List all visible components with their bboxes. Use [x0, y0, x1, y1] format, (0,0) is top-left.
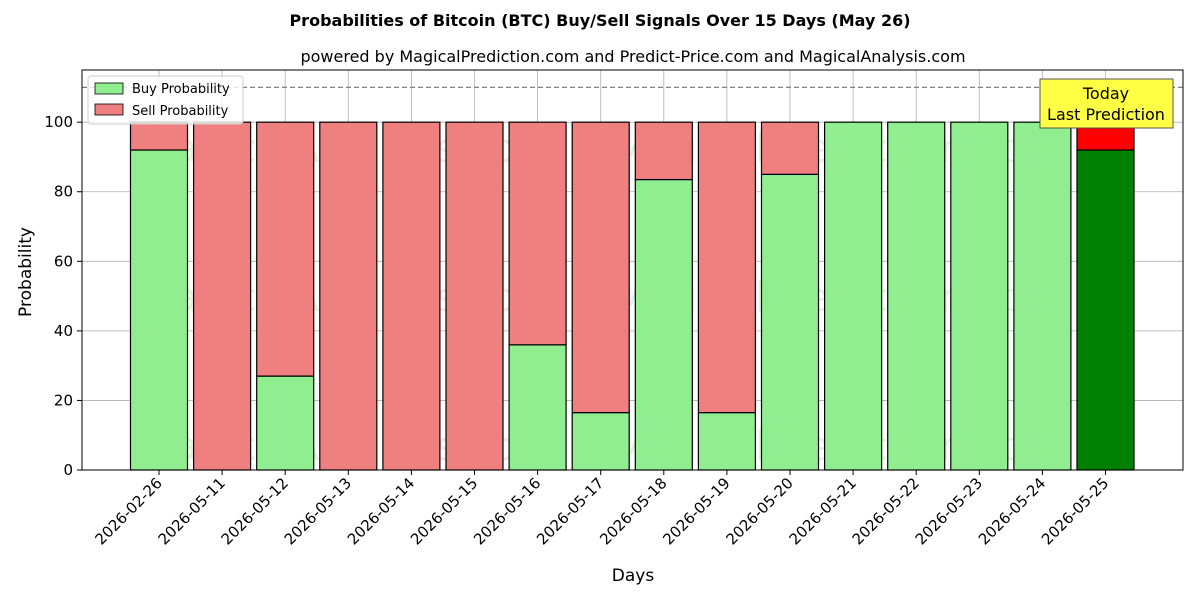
plot-frame [81, 69, 1184, 471]
x-tick-label: 2026-05-25 [1038, 474, 1112, 548]
x-axis-label: Days [612, 566, 655, 586]
bar-buy [508, 344, 567, 471]
bar-buy [1076, 149, 1135, 471]
bar-buy [887, 121, 946, 471]
today-annotation: Today Last Prediction [1039, 78, 1174, 129]
bar-sell [193, 121, 252, 471]
bar-sell [129, 121, 189, 151]
bar-buy [634, 178, 693, 471]
bar-buy [129, 149, 189, 471]
legend-box [87, 75, 244, 125]
x-tick-label: 2026-05-15 [407, 474, 481, 548]
annotation-box [1039, 78, 1174, 129]
bar-buy [950, 121, 1009, 471]
annotation-line-last-prediction: Last Prediction [1047, 105, 1165, 124]
x-tick-label: 2026-05-24 [975, 474, 1049, 548]
bars-layer [129, 121, 1135, 471]
bar-buy [256, 375, 315, 471]
x-tick-label: 2026-05-17 [533, 474, 607, 548]
y-tick-label: 80 [54, 183, 73, 201]
bar-sell [256, 121, 315, 377]
y-axis-label: Probability [16, 227, 36, 317]
x-tick-label: 2026-05-18 [596, 474, 670, 548]
bar-sell [382, 121, 441, 471]
x-tick-label: 2026-05-23 [912, 474, 986, 548]
legend-swatch-buy [94, 82, 124, 95]
x-tick-label: 2026-05-14 [344, 474, 418, 548]
annotation-line-today: Today [1082, 84, 1129, 103]
bar-sell [571, 121, 630, 414]
bar-sell [760, 121, 820, 175]
bar-sell [697, 121, 757, 414]
x-tick-label: 2026-05-12 [218, 474, 292, 548]
y-tick-label: 20 [54, 391, 73, 409]
bar-sell [319, 121, 378, 471]
chart-subtitle: powered by MagicalPrediction.com and Pre… [300, 47, 965, 66]
y-tick-label: 100 [44, 113, 73, 131]
bar-sell [634, 121, 693, 181]
x-tick-label: 2026-05-22 [849, 474, 923, 548]
legend-swatch-sell [94, 103, 124, 116]
bar-buy [823, 121, 883, 471]
bar-buy [571, 412, 630, 471]
bar-buy [697, 412, 757, 471]
legend-label-buy: Buy Probability [132, 82, 230, 97]
x-tick-label: 2026-05-13 [281, 474, 355, 548]
y-tick-label: 60 [54, 252, 73, 270]
y-tick-label: 0 [63, 461, 73, 479]
chart-title: Probabilities of Bitcoin (BTC) Buy/Sell … [289, 11, 910, 30]
x-tick-label: 2026-05-21 [786, 474, 860, 548]
x-tick-label: 2026-05-11 [155, 474, 229, 548]
x-tick-label: 2026-02-26 [91, 474, 165, 548]
bar-buy [760, 173, 820, 471]
legend: Buy Probability Sell Probability [87, 75, 244, 125]
bar-sell [445, 121, 504, 471]
bar-buy [1013, 121, 1072, 471]
y-tick-label: 40 [54, 322, 73, 340]
legend-label-sell: Sell Probability [132, 104, 229, 119]
x-tick-label: 2026-05-16 [470, 474, 544, 548]
x-tick-label: 2026-05-19 [659, 474, 733, 548]
bar-sell [508, 121, 567, 346]
x-tick-label: 2026-05-20 [722, 474, 796, 548]
